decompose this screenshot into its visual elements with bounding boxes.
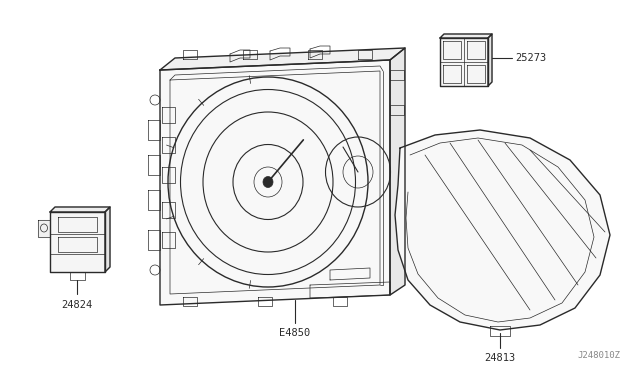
Polygon shape <box>390 48 405 295</box>
Text: E4850: E4850 <box>280 328 310 338</box>
Polygon shape <box>105 207 110 272</box>
Ellipse shape <box>263 176 273 187</box>
Polygon shape <box>38 220 50 237</box>
Text: 25273: 25273 <box>515 53 547 63</box>
Polygon shape <box>440 38 488 86</box>
Polygon shape <box>440 34 492 38</box>
Polygon shape <box>395 130 610 330</box>
Text: J248010Z: J248010Z <box>577 351 620 360</box>
Polygon shape <box>488 34 492 86</box>
Polygon shape <box>160 60 390 305</box>
Text: 24824: 24824 <box>61 300 93 310</box>
Polygon shape <box>50 212 105 272</box>
Polygon shape <box>160 48 405 70</box>
Text: 24813: 24813 <box>484 353 516 363</box>
Polygon shape <box>50 207 110 212</box>
